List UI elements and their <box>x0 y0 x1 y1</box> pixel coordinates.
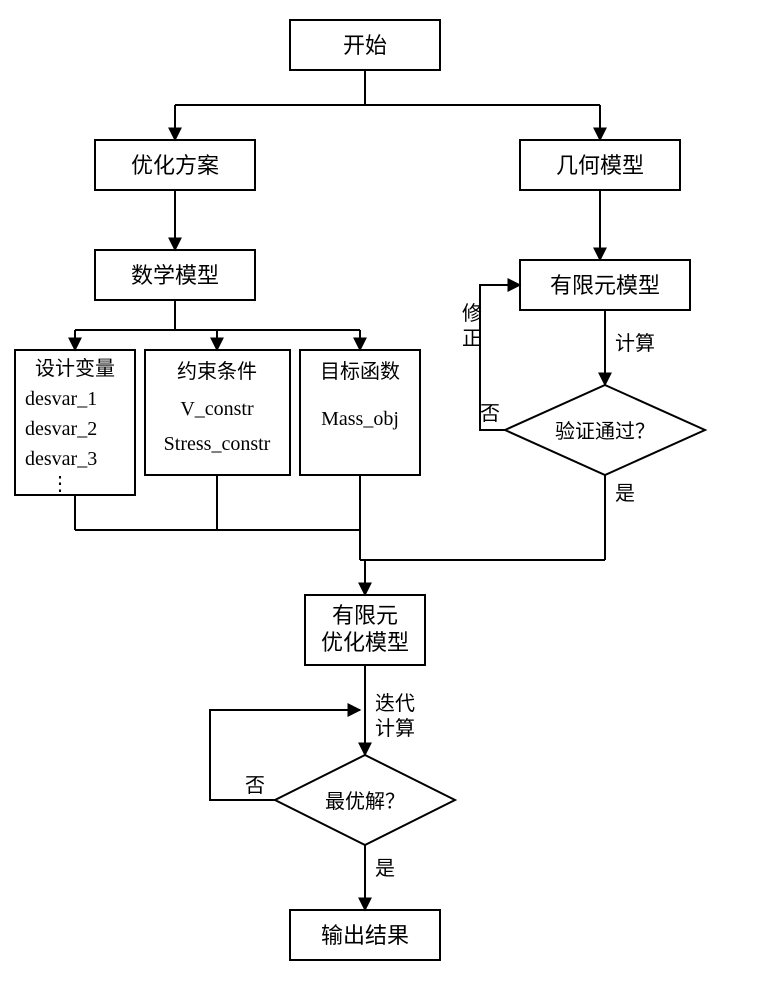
design-var-dots: ⋮ <box>50 473 70 495</box>
label-optimal-no: 否 <box>245 775 265 797</box>
flowchart-svg: 开始 优化方案 几何模型 数学模型 有限元模型 设计变量 desvar_1 de… <box>0 0 762 1000</box>
fem-opt-l2: 优化模型 <box>321 630 409 655</box>
node-output-label: 输出结果 <box>321 923 409 948</box>
node-verify-label: 验证通过？ <box>555 420 655 443</box>
design-var-2: desvar_2 <box>25 418 97 440</box>
node-start-label: 开始 <box>343 33 387 58</box>
label-verify-yes: 是 <box>615 483 635 505</box>
constraints-title: 约束条件 <box>177 360 257 383</box>
node-math-model-label: 数学模型 <box>131 263 219 288</box>
label-compute: 计算 <box>375 717 415 740</box>
label-verify-no: 否 <box>480 403 500 425</box>
edge-left-merge <box>75 530 360 560</box>
fem-opt-l1: 有限元 <box>332 603 398 628</box>
design-var-1: desvar_1 <box>25 388 97 410</box>
objective-title: 目标函数 <box>320 360 400 383</box>
constraints-1: V_constr <box>180 398 254 420</box>
node-opt-plan-label: 优化方案 <box>131 153 219 178</box>
label-optimal-yes: 是 <box>375 858 395 880</box>
label-correct-1: 修 <box>462 302 482 325</box>
constraints-2: Stress_constr <box>164 433 271 455</box>
label-correct-2: 正 <box>462 328 482 350</box>
design-var-title: 设计变量 <box>35 357 115 380</box>
node-optimal-label: 最优解？ <box>325 790 405 813</box>
node-geo-model-label: 几何模型 <box>556 153 644 178</box>
node-fem-model-label: 有限元模型 <box>550 273 660 298</box>
design-var-3: desvar_3 <box>25 448 97 470</box>
objective-1: Mass_obj <box>321 408 399 430</box>
label-calc: 计算 <box>615 332 655 355</box>
label-iterate: 迭代 <box>375 692 415 715</box>
